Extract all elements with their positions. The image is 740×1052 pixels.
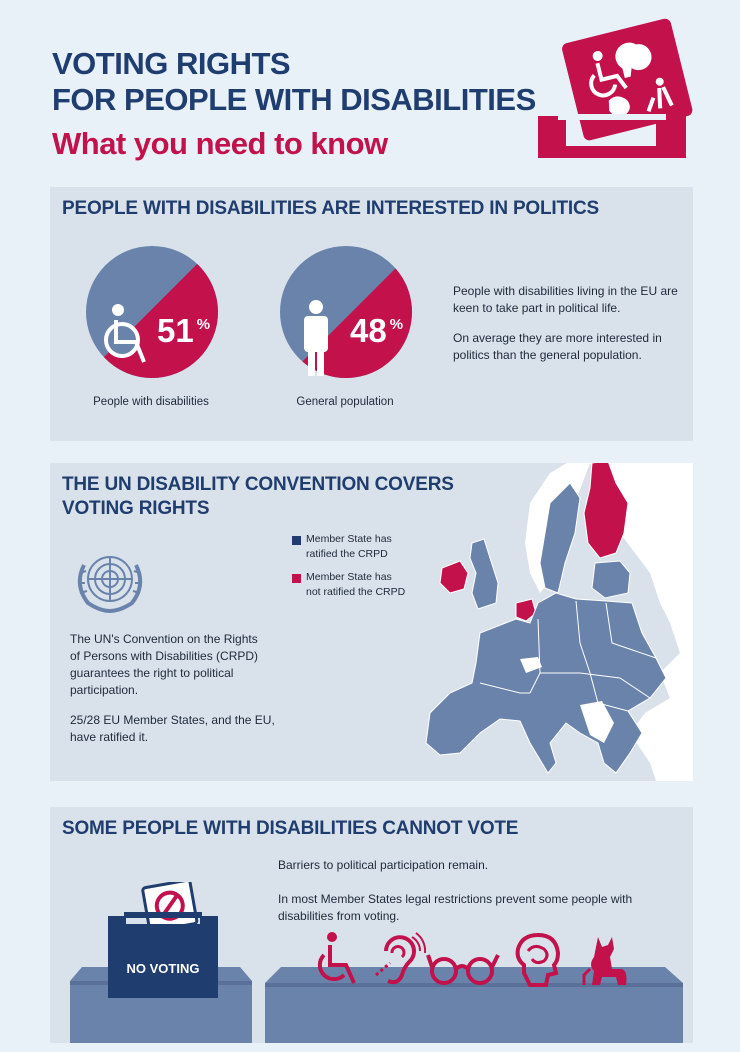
- glasses-icon: [426, 954, 500, 985]
- ballot-box-icon: [538, 18, 693, 158]
- page-subtitle: What you need to know: [52, 126, 388, 161]
- pie2-value: 48: [350, 312, 387, 349]
- section-title-cannot-vote: SOME PEOPLE WITH DISABILITIES CANNOT VOT…: [62, 818, 519, 839]
- convention-text-2: 25/28 EU Member States, and the EU, have…: [70, 713, 275, 744]
- legend-swatch-ratified: [292, 536, 301, 545]
- map-netherlands: [515, 598, 537, 622]
- europe-map: [425, 463, 693, 781]
- wheelchair-icon: [317, 932, 356, 984]
- map-finland: [583, 463, 629, 559]
- section-title-interest: PEOPLE WITH DISABILITIES ARE INTERESTED …: [62, 198, 599, 219]
- legend-swatch-not-ratified: [292, 574, 301, 583]
- pie1-caption: People with disabilities: [93, 396, 209, 408]
- hearing-icon: [375, 932, 426, 985]
- map-ireland: [439, 560, 469, 594]
- cannot-vote-text-1: Barriers to political participation rema…: [278, 858, 489, 872]
- pie-chart-general: [280, 246, 413, 379]
- convention-panel: THE UN DISABILITY CONVENTION COVERS VOTI…: [50, 463, 693, 781]
- wheelchair-icon: [104, 304, 146, 363]
- title-line-1: VOTING RIGHTS: [52, 46, 291, 81]
- pie2-unit: %: [389, 316, 404, 333]
- no-voting-ballot-box-icon: [108, 882, 218, 998]
- interest-text-1: People with disabilities living in the E…: [453, 284, 678, 315]
- convention-text-1: The UN's Convention on the Rights of Per…: [70, 632, 259, 697]
- pie-chart-disabilities: [86, 246, 218, 378]
- head-icon: [515, 932, 561, 987]
- title-line-2: FOR PEOPLE WITH DISABILITIES: [52, 82, 536, 117]
- page-title: VOTING RIGHTS FOR PEOPLE WITH DISABILITI…: [52, 46, 536, 118]
- interest-panel: PEOPLE WITH DISABILITIES ARE INTERESTED …: [50, 187, 693, 441]
- no-voting-label: NO VOTING: [126, 961, 200, 976]
- disability-platform: [265, 967, 683, 1043]
- convention-title-line-1: THE UN DISABILITY CONVENTION COVERS: [62, 474, 454, 495]
- cannot-vote-text-2: In most Member States legal restrictions…: [278, 892, 633, 923]
- cannot-vote-panel: SOME PEOPLE WITH DISABILITIES CANNOT VOT…: [50, 807, 693, 1043]
- pie2-caption: General population: [296, 396, 394, 408]
- pie-slice-value: [302, 268, 413, 379]
- legend-ratified-label: Member State has ratified the CRPD: [306, 533, 392, 560]
- section-title-convention: THE UN DISABILITY CONVENTION COVERS VOTI…: [62, 473, 454, 521]
- map-sweden: [539, 482, 581, 594]
- guide-dog-icon: [582, 937, 627, 985]
- person-icon: [304, 300, 328, 376]
- interest-text-2: On average they are more interested in p…: [453, 331, 662, 362]
- convention-title-line-2: VOTING RIGHTS: [62, 498, 210, 519]
- no-entry-icon: [154, 890, 185, 921]
- legend-not-ratified-label: Member State has not ratified the CRPD: [306, 571, 406, 598]
- pie1-value: 51: [157, 312, 194, 349]
- un-emblem-icon: [77, 556, 143, 614]
- pie2-percent: 48%: [350, 312, 403, 350]
- pie1-percent: 51%: [157, 312, 210, 350]
- pie1-unit: %: [196, 316, 211, 333]
